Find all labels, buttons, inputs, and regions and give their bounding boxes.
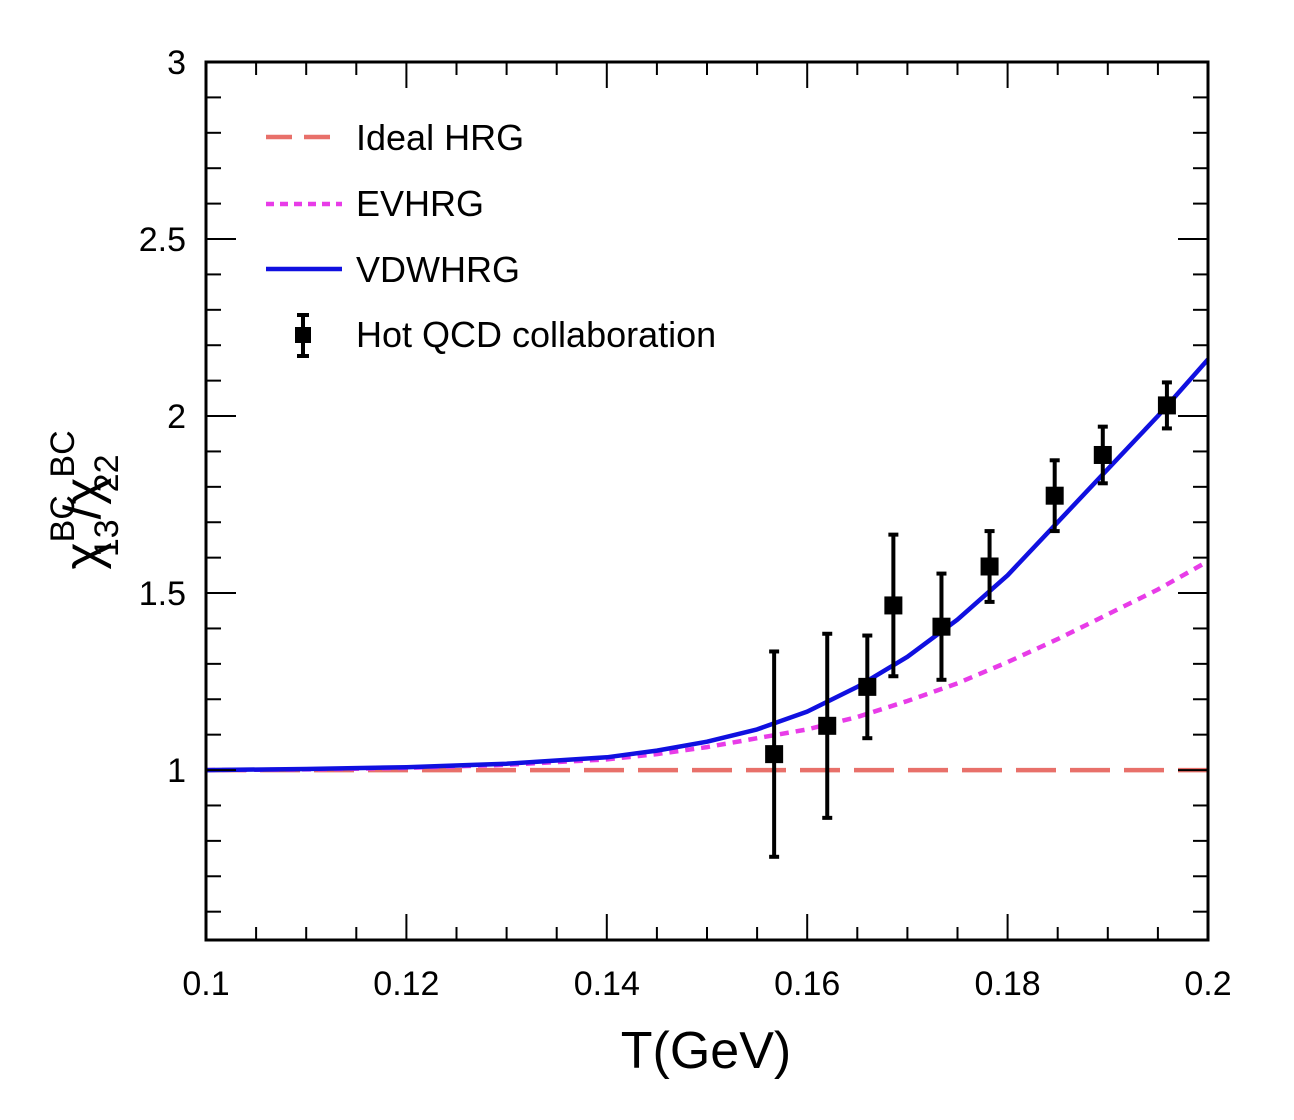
legend-label-hot-qcd: Hot QCD collaboration <box>356 314 716 355</box>
y-title-chi2: χ <box>54 478 112 505</box>
legend-label-vdwhrg: VDWHRG <box>356 249 520 290</box>
data-point <box>858 677 877 696</box>
axis-ticks <box>205 61 1209 940</box>
y-tick-label: 3 <box>167 44 186 82</box>
x-tick-label: 0.18 <box>975 965 1041 1003</box>
y-tick-label: 2.5 <box>139 221 186 259</box>
x-tick-label: 0.12 <box>373 965 439 1003</box>
y-axis-title: χBC 13/χBC 22 <box>44 430 126 569</box>
y-tick-label: 2 <box>167 398 186 436</box>
y-title-sup2: BC <box>44 430 82 477</box>
x-tick-label: 0.2 <box>1184 965 1231 1003</box>
y-tick-label: 1.5 <box>139 575 186 613</box>
x-axis-title: T(GeV) <box>621 1022 791 1080</box>
tick-labels: 0.1 0.12 0.14 0.16 0.18 0.2 1 1.5 2 2.5 3 <box>139 44 1232 1003</box>
y-title-sub2: 22 <box>88 455 126 493</box>
legend-swatch-marker <box>295 327 311 343</box>
x-tick-label: 0.16 <box>774 965 840 1003</box>
data-markers <box>765 380 1176 859</box>
y-title-chi1: χ <box>54 542 112 569</box>
y-title-slash: / <box>54 504 112 519</box>
series-line-vdwhrg <box>205 357 1210 773</box>
data-point <box>1157 396 1176 415</box>
legend: Ideal HRG EVHRG VDWHRG Hot QCD collabora… <box>266 117 716 358</box>
curves <box>205 357 1210 773</box>
x-tick-label: 0.1 <box>182 965 229 1003</box>
data-point <box>884 596 903 615</box>
legend-label-ideal-hrg: Ideal HRG <box>356 117 524 158</box>
series-line-evhrg <box>205 559 1210 773</box>
y-tick-label: 1 <box>167 752 186 790</box>
data-point <box>980 557 999 576</box>
data-point <box>765 745 784 764</box>
legend-label-evhrg: EVHRG <box>356 183 484 224</box>
x-tick-label: 0.14 <box>574 965 640 1003</box>
data-point <box>1093 445 1112 464</box>
data-point <box>932 617 951 636</box>
y-title-sub1: 13 <box>88 519 126 557</box>
data-point <box>818 716 837 735</box>
y-title-sup1: BC <box>44 495 82 542</box>
data-point <box>1045 486 1064 505</box>
